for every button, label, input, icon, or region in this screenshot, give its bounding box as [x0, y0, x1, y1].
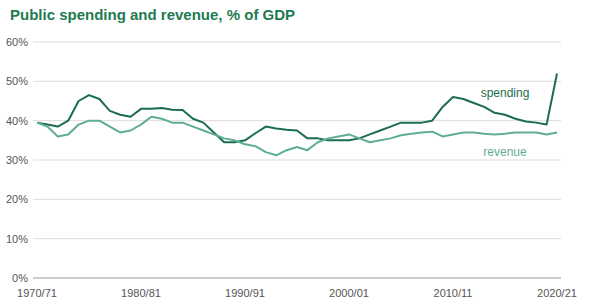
grid-line [33, 278, 561, 279]
plot-area [37, 73, 557, 155]
x-tick-label: 2010/11 [434, 287, 473, 299]
grid-line [33, 199, 561, 200]
grid-line [33, 120, 561, 121]
x-tick-label: 1980/81 [121, 287, 161, 299]
grid-line [33, 238, 561, 239]
series-label: spending [481, 86, 530, 100]
x-tick-label: 1970/71 [17, 287, 57, 299]
y-tick-label: 20% [6, 193, 28, 205]
y-tick-label: 60% [6, 36, 28, 48]
y-tick-label: 40% [6, 115, 28, 127]
x-tick-label: 1990/91 [225, 287, 265, 299]
y-tick-label: 0% [12, 272, 28, 284]
series-label: revenue [483, 145, 527, 159]
grid-line [33, 160, 561, 161]
grid-line [33, 81, 561, 82]
y-tick-label: 50% [6, 75, 28, 87]
title: Public spending and revenue, % of GDP [10, 6, 295, 23]
series-line [37, 73, 557, 142]
grid-line [33, 42, 561, 43]
y-tick-label: 30% [6, 154, 28, 166]
y-tick-label: 10% [6, 233, 28, 245]
x-tick-label: 2000/01 [329, 287, 369, 299]
x-tick-label: 2020/21 [537, 287, 577, 299]
chart: Public spending and revenue, % of GDP 0% 1… [0, 0, 602, 307]
page: {"chart_data": { "type": "line", "title"… [0, 0, 602, 307]
series-line [37, 117, 557, 156]
